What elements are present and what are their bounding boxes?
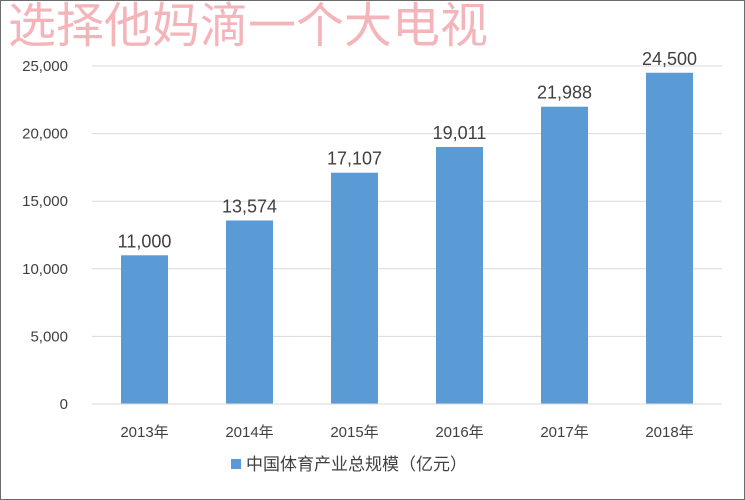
data-label: 19,011 [433,123,487,143]
data-label: 11,000 [118,231,172,251]
y-tick-label: 5,000 [30,328,68,345]
data-label: 13,574 [222,196,277,216]
y-tick-label: 20,000 [22,126,68,143]
x-tick-label: 2015年 [330,424,378,441]
x-tick-label: 2013年 [120,424,168,441]
bar [646,72,693,404]
bar [331,172,378,404]
legend-swatch [231,459,241,469]
x-tick-label: 2018年 [645,424,693,441]
x-tick-label: 2014年 [225,424,273,441]
x-tick-label: 2016年 [435,424,483,441]
data-label: 17,107 [327,149,382,169]
legend-label: 中国体育产业总规模（亿元） [246,455,467,474]
bar [121,255,168,404]
y-tick-label: 15,000 [22,193,68,210]
x-tick-label: 2017年 [540,424,588,441]
data-label: 21,988 [537,83,592,103]
bar [226,220,273,404]
y-tick-label: 10,000 [22,261,68,278]
bar [436,146,483,404]
bar [541,106,588,405]
y-tick-label: 0 [60,396,68,413]
y-tick-label: 25,000 [22,58,68,75]
data-label: 24,500 [642,49,697,69]
